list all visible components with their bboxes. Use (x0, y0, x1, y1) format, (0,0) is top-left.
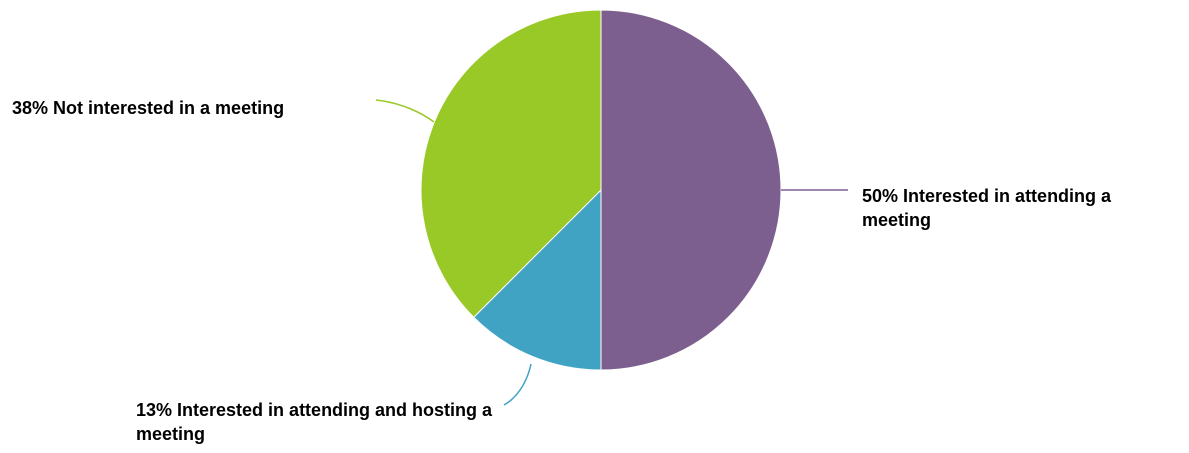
pie-slice-attending (600, 9, 782, 371)
leader-line-not-interested (375, 99, 435, 123)
slice-label-attending: 50% Interested in attending a meeting (862, 186, 1112, 230)
slice-label-not-interested: 38% Not interested in a meeting (12, 98, 285, 118)
pie-slices (420, 9, 782, 371)
pie-slice-not-interested (420, 9, 602, 318)
slice-label-attending-and-hosting: 13% Interested in attending and hosting … (136, 400, 493, 444)
pie-slice-attending-and-hosting (473, 188, 602, 371)
leader-line-attending-and-hosting (503, 363, 532, 406)
